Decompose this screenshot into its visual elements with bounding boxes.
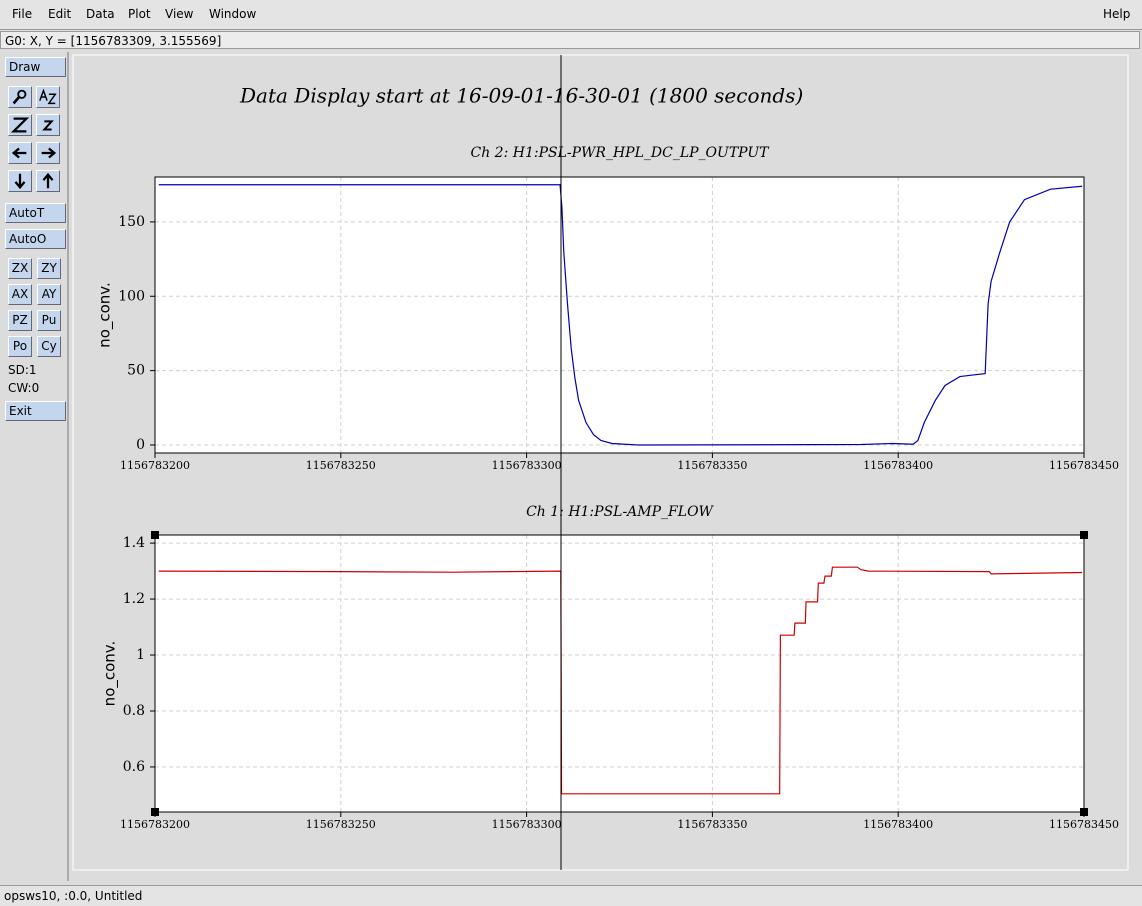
plot-frame [154, 534, 1085, 813]
zoom-in-tool[interactable] [8, 114, 32, 136]
y-axis-label: no_conv. [96, 282, 115, 348]
zoom-out-tool[interactable] [36, 114, 60, 136]
y-tick-label: 0.6 [123, 759, 145, 775]
x-tick-label: 1156783300 [492, 459, 562, 472]
plot-area [155, 177, 1084, 453]
selection-handle [151, 531, 159, 539]
menu-item[interactable]: Edit [48, 7, 72, 21]
draw-button[interactable]: Draw [5, 57, 66, 77]
menu-item[interactable]: File [12, 7, 33, 21]
x-tick-label: 1156783300 [492, 818, 562, 831]
y-tick-label: 1.4 [123, 535, 145, 551]
x-tick-label: 1156783400 [863, 459, 933, 472]
x-tick-label: 1156783450 [1049, 459, 1119, 472]
x-tick-label: 1156783350 [677, 818, 747, 831]
right-tool[interactable] [36, 142, 60, 164]
page-title: Data Display start at 16-09-01-16-30-01 … [239, 84, 803, 108]
x-tick-label: 1156783400 [863, 818, 933, 831]
tool-button[interactable]: PZ [8, 310, 32, 331]
tool-button[interactable]: AX [8, 284, 32, 305]
tool-button[interactable]: ZY [37, 258, 61, 279]
tool-button[interactable]: AY [37, 284, 61, 305]
footer-status: opsws10, :0.0, Untitled [0, 885, 1142, 906]
selection-handle [1080, 531, 1088, 539]
y-tick-label: 1.2 [123, 591, 145, 607]
x-tick-label: 1156783200 [120, 459, 190, 472]
menu-item[interactable]: Help [1103, 7, 1131, 21]
zoom-tool[interactable] [8, 86, 32, 108]
exit-button[interactable]: Exit [5, 401, 66, 421]
left-tool[interactable] [8, 142, 32, 164]
autot-button[interactable]: AutoT [5, 203, 66, 223]
cw-label: CW:0 [8, 381, 40, 395]
selection-handle [151, 808, 159, 816]
sd-label: SD:1 [8, 363, 37, 377]
y-tick-label: 100 [118, 288, 145, 304]
y-tick-label: 0.8 [123, 703, 145, 719]
x-tick-label: 1156783250 [306, 459, 376, 472]
x-tick-label: 1156783450 [1049, 818, 1119, 831]
up-tool[interactable] [36, 170, 60, 192]
y-tick-label: 50 [127, 363, 145, 379]
tool-button[interactable]: Po [8, 336, 32, 357]
tool-button[interactable]: Pu [37, 310, 61, 331]
autoo-button[interactable]: AutoO [5, 229, 66, 249]
tool-button[interactable]: ZX [8, 258, 32, 279]
y-axis-label: no_conv. [101, 641, 120, 707]
chart-title: Ch 1: H1:PSL-AMP_FLOW [526, 504, 714, 520]
menu-item[interactable]: View [165, 7, 194, 21]
tool-button[interactable]: Cy [37, 336, 61, 357]
menu-item[interactable]: Data [86, 7, 115, 21]
menu-item[interactable]: Plot [128, 7, 151, 21]
y-tick-label: 0 [136, 437, 145, 453]
selection-handle [1080, 808, 1088, 816]
x-tick-label: 1156783350 [677, 459, 747, 472]
scale-tool[interactable] [36, 86, 60, 108]
x-tick-label: 1156783200 [120, 818, 190, 831]
status-line: G0: X, Y = [1156783309, 3.155569] [0, 31, 1140, 49]
y-tick-label: 1 [136, 647, 145, 663]
y-tick-label: 150 [118, 214, 145, 230]
menu-item[interactable]: Window [209, 7, 257, 21]
down-tool[interactable] [8, 170, 32, 192]
chart-title: Ch 2: H1:PSL-PWR_HPL_DC_LP_OUTPUT [471, 145, 771, 161]
menu-bar: File Edit Data Plot View Window Help [0, 0, 1142, 30]
x-tick-label: 1156783250 [306, 818, 376, 831]
plot-area [155, 535, 1084, 812]
plot-frame [154, 176, 1085, 454]
data-line [158, 184, 1083, 446]
toolbar: Draw AutoT AutoO ZX ZY AX AY PZ Pu Po Cy… [0, 52, 69, 881]
